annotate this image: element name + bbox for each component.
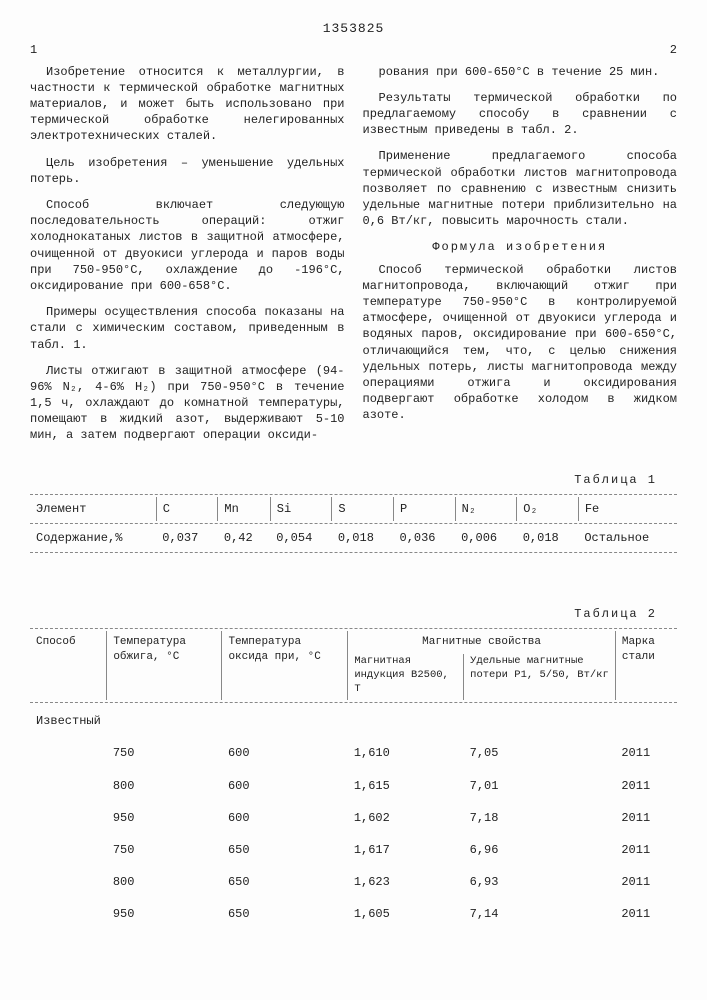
cell: 800 bbox=[107, 866, 222, 898]
divider bbox=[30, 494, 677, 495]
formula-body: Способ термической обработки листов магн… bbox=[363, 262, 678, 424]
divider bbox=[30, 628, 677, 629]
table-header-row: Способ Температура обжига, °С Температур… bbox=[30, 631, 677, 654]
cell: Остальное bbox=[578, 526, 677, 550]
col-header: O₂ bbox=[517, 497, 579, 521]
cell: 0,42 bbox=[218, 526, 270, 550]
col-header: Mn bbox=[218, 497, 270, 521]
col-header: C bbox=[156, 497, 218, 521]
cell: 0,054 bbox=[270, 526, 332, 550]
para: Листы отжигают в защитной атмосфере (94-… bbox=[30, 363, 345, 444]
cell: 600 bbox=[222, 802, 348, 834]
table2: Способ Температура обжига, °С Температур… bbox=[30, 631, 677, 931]
group-label: Известный bbox=[30, 705, 107, 737]
divider bbox=[30, 702, 677, 703]
column-numbers: 1 2 bbox=[30, 42, 677, 58]
col-header: Температура оксида при, °С bbox=[222, 631, 348, 700]
para: Результаты термической обработки по пред… bbox=[363, 90, 678, 139]
para: Цель изобретения – уменьшение удельных п… bbox=[30, 155, 345, 187]
right-column: рования при 600-650°С в течение 25 мин. … bbox=[363, 64, 678, 454]
col-header: N₂ bbox=[455, 497, 517, 521]
cell: 0,036 bbox=[394, 526, 456, 550]
divider bbox=[30, 552, 677, 553]
cell: 0,037 bbox=[156, 526, 218, 550]
para: рования при 600-650°С в течение 25 мин. bbox=[363, 64, 678, 80]
table-row: 800 650 1,623 6,93 2011 bbox=[30, 866, 677, 898]
cell: 1,623 bbox=[348, 866, 464, 898]
table-row: 750 650 1,617 6,96 2011 bbox=[30, 834, 677, 866]
table-row: 750 600 1,610 7,05 2011 bbox=[30, 737, 677, 769]
cell: 950 bbox=[107, 898, 222, 930]
document-number: 1353825 bbox=[30, 20, 677, 38]
table1: Элемент C Mn Si S P N₂ O₂ Fe Содержание,… bbox=[30, 497, 677, 550]
cell: 2011 bbox=[615, 866, 677, 898]
cell: 1,617 bbox=[348, 834, 464, 866]
col-subheader: Удельные магнитные потери P1, 5/50, Вт/к… bbox=[464, 654, 616, 701]
cell: 1,605 bbox=[348, 898, 464, 930]
cell: 950 bbox=[107, 802, 222, 834]
col-header: S bbox=[332, 497, 394, 521]
cell: 7,05 bbox=[464, 737, 616, 769]
col-header: P bbox=[394, 497, 456, 521]
cell: 2011 bbox=[615, 737, 677, 769]
col-header: Марка стали bbox=[615, 631, 677, 700]
cell: 0,018 bbox=[332, 526, 394, 550]
cell: 650 bbox=[222, 834, 348, 866]
cell: 800 bbox=[107, 770, 222, 802]
cell: 7,14 bbox=[464, 898, 616, 930]
cell: 2011 bbox=[615, 770, 677, 802]
formula-title: Формула изобретения bbox=[363, 239, 678, 255]
col-subheader: Магнитная индукция B2500, T bbox=[348, 654, 464, 701]
table-row: Элемент C Mn Si S P N₂ O₂ Fe bbox=[30, 497, 677, 521]
cell: 6,96 bbox=[464, 834, 616, 866]
table2-caption: Таблица 2 bbox=[30, 606, 657, 622]
col-header: Магнитные свойства bbox=[348, 631, 616, 654]
col-header: Способ bbox=[30, 631, 107, 700]
col-num-right: 2 bbox=[670, 42, 677, 58]
cell: 750 bbox=[107, 834, 222, 866]
cell: 650 bbox=[222, 898, 348, 930]
left-column: Изобретение относится к металлургии, в ч… bbox=[30, 64, 345, 454]
cell: 2011 bbox=[615, 802, 677, 834]
cell: 6,93 bbox=[464, 866, 616, 898]
cell: 1,610 bbox=[348, 737, 464, 769]
cell: 2011 bbox=[615, 898, 677, 930]
cell: 7,01 bbox=[464, 770, 616, 802]
cell: 750 bbox=[107, 737, 222, 769]
table-row: Известный bbox=[30, 705, 677, 737]
cell: 0,006 bbox=[455, 526, 517, 550]
para: Примеры осуществления способа показаны н… bbox=[30, 304, 345, 353]
body-columns: Изобретение относится к металлургии, в ч… bbox=[30, 64, 677, 454]
col-header: Температура обжига, °С bbox=[107, 631, 222, 700]
para: Применение предлагаемого способа термиче… bbox=[363, 148, 678, 229]
col-header: Si bbox=[270, 497, 332, 521]
row-label: Содержание,% bbox=[30, 526, 156, 550]
cell: 1,615 bbox=[348, 770, 464, 802]
para: Изобретение относится к металлургии, в ч… bbox=[30, 64, 345, 145]
cell: 650 bbox=[222, 866, 348, 898]
cell: 600 bbox=[222, 737, 348, 769]
col-header: Fe bbox=[578, 497, 677, 521]
cell: 0,018 bbox=[517, 526, 579, 550]
cell: 600 bbox=[222, 770, 348, 802]
table-row: 950 600 1,602 7,18 2011 bbox=[30, 802, 677, 834]
cell: 2011 bbox=[615, 834, 677, 866]
divider bbox=[30, 523, 677, 524]
table-row: 800 600 1,615 7,01 2011 bbox=[30, 770, 677, 802]
cell: 7,18 bbox=[464, 802, 616, 834]
row-label: Элемент bbox=[30, 497, 156, 521]
col-num-left: 1 bbox=[30, 42, 37, 58]
para: Способ включает следующую последовательн… bbox=[30, 197, 345, 294]
cell: 1,602 bbox=[348, 802, 464, 834]
table-row: Содержание,% 0,037 0,42 0,054 0,018 0,03… bbox=[30, 526, 677, 550]
table1-caption: Таблица 1 bbox=[30, 472, 657, 488]
table-row: 950 650 1,605 7,14 2011 bbox=[30, 898, 677, 930]
